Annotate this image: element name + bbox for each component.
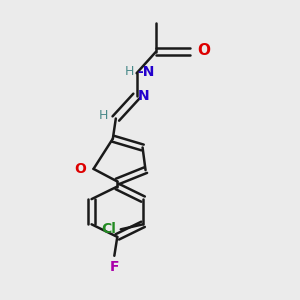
- Text: O: O: [198, 43, 211, 58]
- Text: -N: -N: [137, 65, 154, 79]
- Text: H: H: [99, 110, 108, 122]
- Text: O: O: [74, 162, 86, 176]
- Text: Cl: Cl: [101, 222, 116, 236]
- Text: F: F: [110, 260, 119, 274]
- Text: H: H: [124, 65, 134, 78]
- Text: N: N: [138, 89, 150, 103]
